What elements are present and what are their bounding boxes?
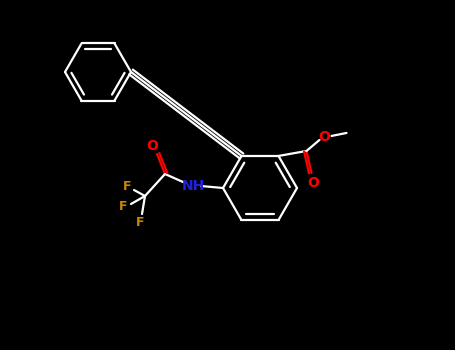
Text: O: O <box>146 139 158 153</box>
Text: NH: NH <box>182 179 205 193</box>
Text: O: O <box>308 176 319 190</box>
Text: F: F <box>119 199 127 212</box>
Text: F: F <box>123 180 131 193</box>
Text: O: O <box>318 130 330 144</box>
Text: F: F <box>136 216 144 229</box>
